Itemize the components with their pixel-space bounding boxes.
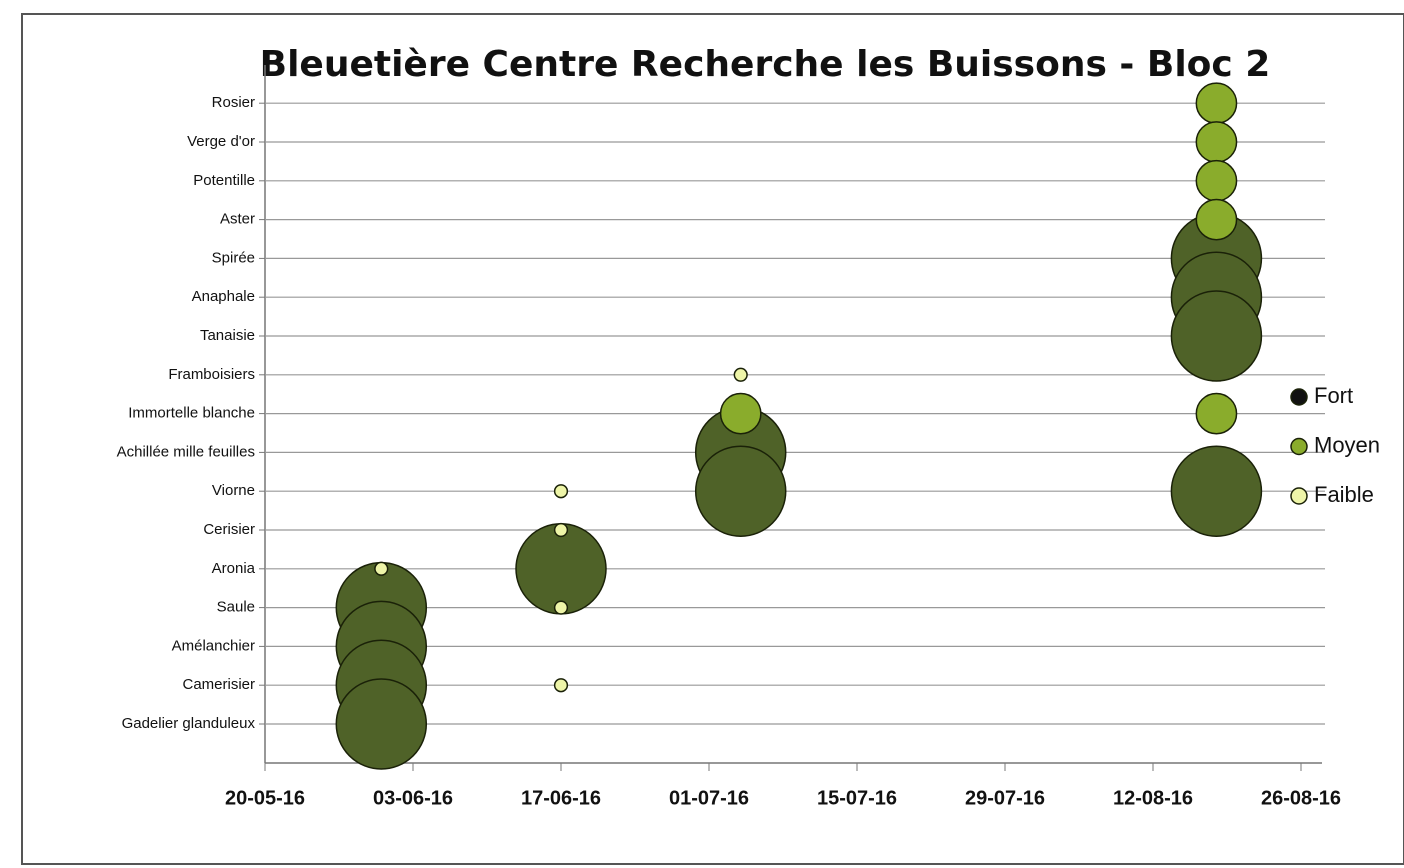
legend-label: Fort	[1314, 383, 1353, 408]
x-tick-label: 03-06-16	[373, 787, 453, 809]
x-tick-label: 15-07-16	[817, 787, 897, 809]
x-tick-label: 01-07-16	[669, 787, 749, 809]
legend-marker	[1290, 437, 1308, 456]
bubble	[1195, 198, 1238, 241]
bubble	[1170, 445, 1263, 537]
x-tick-label: 20-05-16	[225, 787, 305, 809]
bubble	[553, 484, 569, 499]
bubble	[1195, 159, 1238, 202]
legend-marker	[1290, 388, 1308, 406]
bubble	[374, 561, 389, 576]
x-tick-label: 12-08-16	[1113, 787, 1193, 809]
y-tick-label: Achillée mille feuilles	[117, 443, 255, 460]
y-tick-label: Gadelier glanduleux	[122, 715, 256, 732]
bubble	[694, 445, 787, 537]
y-tick-label: Tanaisie	[200, 327, 255, 344]
y-tick-label: Amélanchier	[172, 637, 255, 654]
y-tick-label: Cerisier	[203, 521, 255, 538]
x-tick-label: 26-08-16	[1261, 787, 1341, 809]
y-tick-label: Verge d'or	[187, 133, 255, 150]
x-tick-label: 17-06-16	[521, 787, 601, 809]
bubble	[335, 678, 428, 770]
bubble	[553, 600, 569, 615]
y-tick-label: Rosier	[212, 94, 255, 111]
bubble	[553, 522, 569, 538]
legend-marker	[1290, 487, 1308, 505]
bubble	[733, 367, 748, 382]
legend-label: Moyen	[1314, 432, 1380, 457]
y-tick-label: Camerisier	[182, 676, 255, 693]
y-tick-label: Saule	[217, 599, 255, 616]
y-tick-label: Aster	[220, 211, 255, 228]
y-tick-label: Potentille	[193, 172, 255, 189]
y-tick-label: Framboisiers	[168, 366, 255, 383]
bubble	[1195, 82, 1238, 125]
y-tick-label: Viorne	[212, 482, 255, 499]
bubble	[1195, 392, 1238, 435]
bubble	[553, 678, 569, 693]
bubble	[1170, 290, 1263, 382]
bubble	[719, 392, 762, 435]
bubble	[1195, 121, 1238, 163]
y-tick-label: Aronia	[212, 560, 256, 577]
legend-label: Faible	[1314, 482, 1374, 507]
x-tick-label: 29-07-16	[965, 787, 1045, 809]
chart-title: Bleuetière Centre Recherche les Buissons…	[260, 44, 1271, 85]
frame	[21, 13, 1404, 865]
y-tick-label: Immortelle blanche	[128, 405, 255, 422]
y-tick-label: Anaphale	[192, 288, 255, 305]
y-tick-label: Spirée	[212, 249, 255, 266]
bubble	[515, 523, 607, 615]
